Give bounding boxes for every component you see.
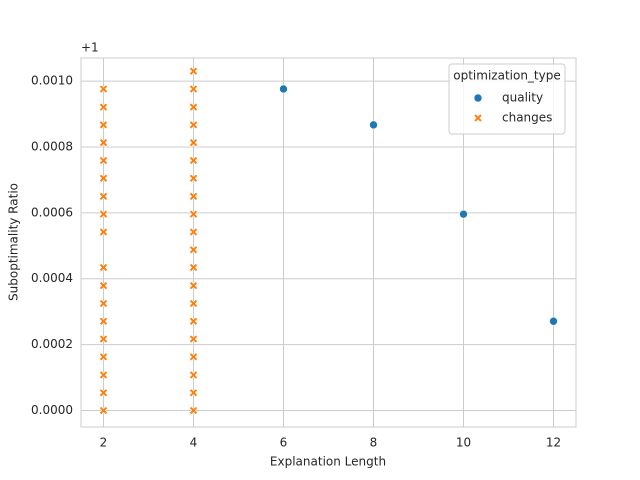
x-tick-label: 4 xyxy=(190,436,198,450)
point xyxy=(188,281,199,291)
point xyxy=(98,155,109,165)
point xyxy=(188,352,199,362)
point xyxy=(98,173,109,183)
legend-label: changes xyxy=(502,111,552,125)
y-tick-label: 0.0006 xyxy=(31,205,73,219)
legend-marker xyxy=(473,113,483,123)
point xyxy=(98,281,109,291)
point xyxy=(369,120,378,130)
point xyxy=(98,334,109,344)
point xyxy=(98,298,109,308)
y-tick-label: 0.0010 xyxy=(31,74,73,88)
legend-title: optimization_type xyxy=(453,69,560,83)
x-tick-label: 10 xyxy=(456,436,471,450)
point xyxy=(188,138,199,148)
point xyxy=(98,120,109,130)
y-tick-label: 0.0000 xyxy=(31,403,73,417)
point xyxy=(188,370,199,380)
point xyxy=(98,316,109,326)
y-tick-label: 0.0002 xyxy=(31,337,73,351)
point xyxy=(188,388,199,398)
x-tick-label: 6 xyxy=(280,436,288,450)
point xyxy=(188,334,199,344)
y-axis-label: Suboptimality Ratio xyxy=(7,183,21,301)
point xyxy=(98,191,109,201)
y-offset-label: +1 xyxy=(81,41,99,55)
point xyxy=(98,352,109,362)
point xyxy=(188,406,199,416)
point xyxy=(188,316,199,326)
point xyxy=(188,155,199,165)
point xyxy=(188,102,199,112)
point xyxy=(98,370,109,380)
point xyxy=(188,66,199,76)
y-tick-label: 0.0008 xyxy=(31,139,73,153)
point xyxy=(188,245,199,255)
point xyxy=(188,84,199,94)
point xyxy=(98,406,109,416)
point xyxy=(98,388,109,398)
point xyxy=(188,191,199,201)
point xyxy=(188,173,199,183)
point xyxy=(98,209,109,219)
legend-marker xyxy=(473,93,483,103)
point xyxy=(459,209,468,219)
point xyxy=(188,298,199,308)
x-axis-label: Explanation Length xyxy=(270,455,386,469)
x-tick-label: 2 xyxy=(100,436,108,450)
x-tick-label: 12 xyxy=(546,436,561,450)
point xyxy=(188,263,199,273)
point xyxy=(549,316,558,326)
point xyxy=(279,84,288,94)
point xyxy=(188,227,199,237)
y-tick-label: 0.0004 xyxy=(31,271,73,285)
x-tick-label: 8 xyxy=(370,436,378,450)
point xyxy=(98,263,109,273)
point xyxy=(98,227,109,237)
point xyxy=(98,102,109,112)
legend-label: quality xyxy=(502,91,543,105)
point xyxy=(98,138,109,148)
point xyxy=(188,209,199,219)
point xyxy=(98,84,109,94)
point xyxy=(188,120,199,130)
